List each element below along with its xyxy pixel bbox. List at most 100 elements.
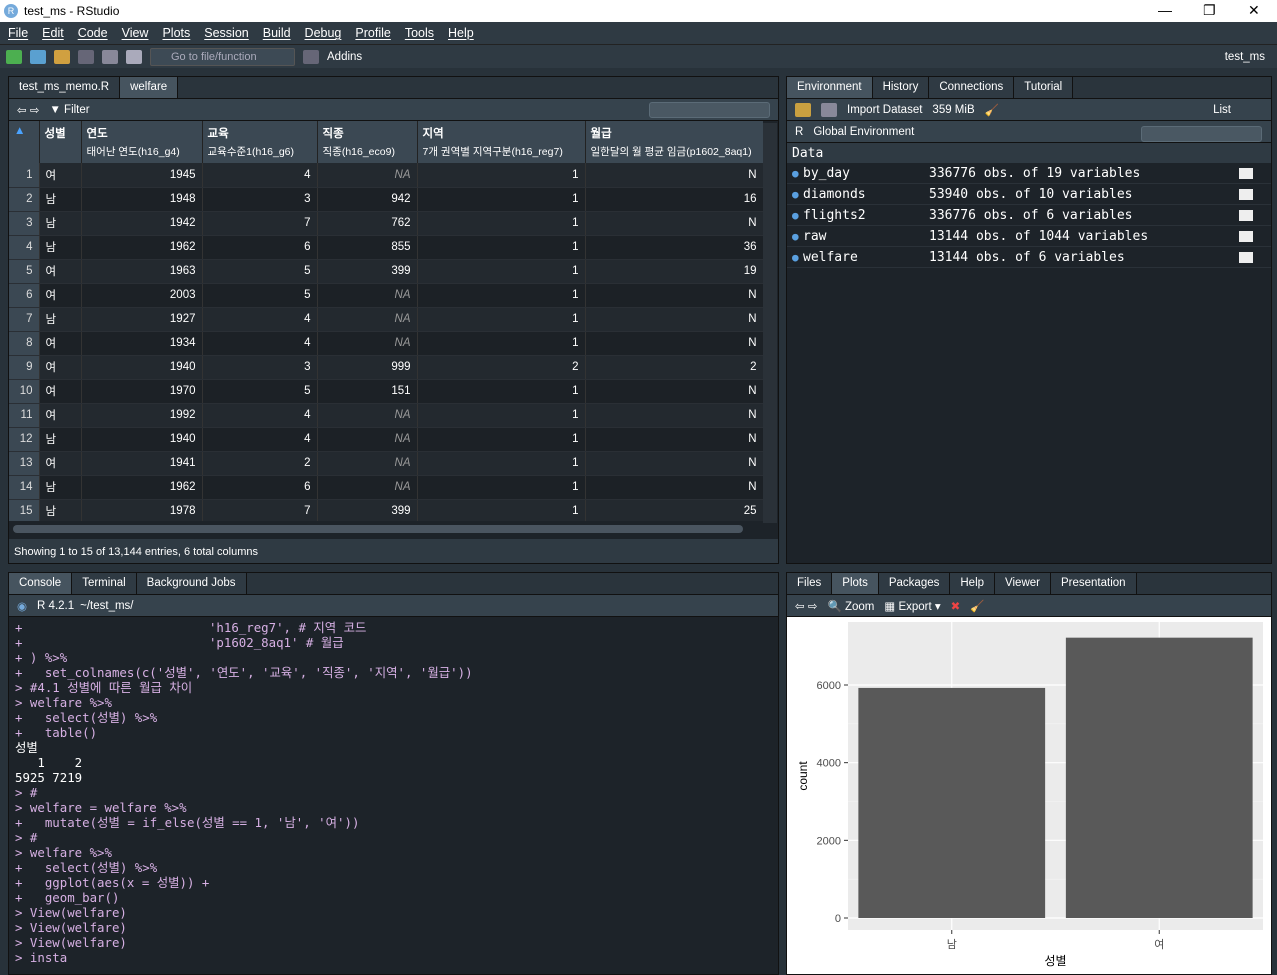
language-select[interactable]: R bbox=[795, 125, 804, 138]
expand-icon[interactable]: ● bbox=[792, 250, 799, 264]
tab-viewer[interactable]: Viewer bbox=[995, 573, 1051, 594]
column-name: 교육 bbox=[207, 128, 229, 140]
view-data-icon[interactable] bbox=[1239, 188, 1253, 200]
addins-menu[interactable]: Addins bbox=[327, 50, 363, 63]
scope-select[interactable]: Global Environment bbox=[813, 125, 915, 138]
tab-test-ms-memo-r[interactable]: test_ms_memo.R bbox=[9, 77, 121, 98]
tab-label: Tutorial bbox=[1024, 81, 1063, 93]
bar-chart: 0 2000 4000 6000 남 여성별 count bbox=[787, 617, 1271, 974]
close-button[interactable]: ✕ bbox=[1248, 2, 1260, 18]
export-label: Export bbox=[898, 600, 932, 613]
table-cell: 1 bbox=[417, 403, 586, 428]
data-search-input[interactable] bbox=[649, 102, 770, 118]
load-workspace-icon[interactable] bbox=[795, 102, 811, 117]
tab-label: Packages bbox=[888, 577, 940, 589]
expand-icon[interactable]: ● bbox=[792, 187, 799, 201]
broom-icon[interactable]: 🧹 bbox=[970, 600, 985, 613]
environment-item[interactable]: ● welfare 13144 obs. of 6 variables bbox=[787, 247, 1271, 268]
view-data-icon[interactable] bbox=[1239, 230, 1253, 242]
open-file-icon[interactable] bbox=[54, 49, 70, 64]
tab-files[interactable]: Files bbox=[787, 573, 833, 594]
tab-terminal[interactable]: Terminal bbox=[72, 573, 137, 594]
view-mode-select[interactable]: List bbox=[1213, 103, 1231, 116]
import-dataset-button[interactable]: Import Dataset bbox=[847, 103, 923, 116]
back-icon[interactable]: ⇦ ⇨ bbox=[795, 600, 818, 613]
broom-icon[interactable]: 🧹 bbox=[984, 104, 999, 117]
maximize-button[interactable]: ❐ bbox=[1203, 2, 1216, 18]
expand-icon[interactable]: ● bbox=[792, 166, 799, 180]
save-all-icon[interactable] bbox=[102, 49, 118, 64]
column-header[interactable]: 교육 교육수준1(h16_g6) bbox=[202, 121, 318, 163]
vertical-scrollbar[interactable] bbox=[763, 123, 777, 523]
tab-packages[interactable]: Packages bbox=[878, 573, 951, 594]
menu-tools[interactable]: Tools bbox=[404, 26, 435, 40]
environment-item[interactable]: ● flights2 336776 obs. of 6 variables bbox=[787, 205, 1271, 226]
export-button[interactable]: ▦ Export ▾ bbox=[884, 600, 941, 613]
menu-profile[interactable]: Profile bbox=[355, 26, 391, 40]
new-file-icon[interactable] bbox=[6, 49, 22, 64]
tab-console[interactable]: Console bbox=[9, 573, 73, 594]
environment-search-input[interactable] bbox=[1141, 126, 1262, 142]
table-cell: 1962 bbox=[81, 235, 203, 260]
tab-presentation[interactable]: Presentation bbox=[1050, 573, 1137, 594]
tab-welfare[interactable]: welfare bbox=[120, 77, 179, 98]
table-cell: 1992 bbox=[81, 403, 203, 428]
table-cell: 4 bbox=[202, 307, 318, 332]
tab-connections[interactable]: Connections bbox=[929, 77, 1015, 98]
menu-view[interactable]: View bbox=[121, 26, 149, 40]
view-data-icon[interactable] bbox=[1239, 167, 1253, 179]
column-header[interactable]: 성별 bbox=[39, 121, 82, 163]
column-header[interactable]: 연도 태어난 연도(h16_g4) bbox=[81, 121, 203, 163]
table-cell: N bbox=[585, 163, 763, 188]
menu-file[interactable]: File bbox=[8, 26, 29, 40]
filter-button[interactable]: ▼ Filter bbox=[49, 103, 90, 116]
back-icon[interactable]: ⇦ ⇨ bbox=[17, 104, 40, 117]
menu-build[interactable]: Build bbox=[262, 26, 291, 40]
tab-plots[interactable]: Plots bbox=[832, 573, 879, 594]
grid-icon[interactable] bbox=[303, 49, 319, 64]
tab-label: Files bbox=[797, 577, 822, 589]
tab-environment[interactable]: Environment bbox=[787, 77, 873, 98]
view-data-icon[interactable] bbox=[1239, 209, 1253, 221]
console-line: + ggplot(aes(x = 성별)) + bbox=[15, 875, 210, 890]
environment-item[interactable]: ● by_day 336776 obs. of 19 variables bbox=[787, 163, 1271, 184]
zoom-button[interactable]: 🔍 Zoom bbox=[827, 600, 875, 613]
column-header[interactable]: 월급 일한달의 월 평균 임금(p1602_8aq1) bbox=[585, 121, 763, 163]
expand-icon[interactable]: ● bbox=[792, 208, 799, 222]
memory-usage[interactable]: 359 MiB bbox=[932, 103, 975, 116]
table-cell: 399 bbox=[317, 499, 418, 521]
table-cell: 5 bbox=[202, 283, 318, 308]
remove-plot-icon[interactable]: ✖ bbox=[950, 600, 961, 613]
save-workspace-icon[interactable] bbox=[821, 102, 837, 117]
environment-item[interactable]: ● raw 13144 obs. of 1044 variables bbox=[787, 226, 1271, 247]
menu-plots[interactable]: Plots bbox=[162, 26, 191, 40]
menu-code[interactable]: Code bbox=[77, 26, 108, 40]
object-summary: 336776 obs. of 6 variables bbox=[929, 207, 1133, 223]
tab-tutorial[interactable]: Tutorial bbox=[1014, 77, 1074, 98]
save-icon[interactable] bbox=[78, 49, 94, 64]
view-data-icon[interactable] bbox=[1239, 251, 1253, 263]
console-line: 성별 bbox=[15, 740, 38, 755]
horizontal-scrollbar[interactable] bbox=[13, 525, 743, 533]
tab-history[interactable]: History bbox=[872, 77, 930, 98]
environment-item[interactable]: ● diamonds 53940 obs. of 10 variables bbox=[787, 184, 1271, 205]
column-header[interactable]: 지역 7개 권역별 지역구분(h16_reg7) bbox=[417, 121, 586, 163]
tab-background-jobs[interactable]: Background Jobs bbox=[136, 573, 247, 594]
working-dir[interactable]: ~/test_ms/ bbox=[80, 599, 134, 612]
goto-file-input[interactable]: Go to file/function bbox=[150, 47, 295, 66]
new-project-icon[interactable] bbox=[30, 49, 46, 64]
expand-icon[interactable]: ● bbox=[792, 229, 799, 243]
print-icon[interactable] bbox=[126, 49, 142, 64]
row-number-header[interactable]: ▲ bbox=[9, 121, 40, 163]
menu-session[interactable]: Session bbox=[204, 26, 249, 40]
project-menu[interactable]: test_ms bbox=[1224, 50, 1265, 63]
tab-help[interactable]: Help bbox=[950, 573, 996, 594]
menu-debug[interactable]: Debug bbox=[304, 26, 342, 40]
main-toolbar: Go to file/function Addins test_ms bbox=[0, 44, 1277, 68]
console-output[interactable]: + 'h16_reg7', # 지역 코드 + 'p1602_8aq1' # 월급… bbox=[9, 617, 778, 973]
column-header[interactable]: 직종 직종(h16_eco9) bbox=[317, 121, 418, 163]
table-cell: 1970 bbox=[81, 379, 203, 404]
menu-help[interactable]: Help bbox=[448, 26, 474, 40]
minimize-button[interactable]: — bbox=[1158, 2, 1172, 18]
menu-edit[interactable]: Edit bbox=[42, 26, 64, 40]
